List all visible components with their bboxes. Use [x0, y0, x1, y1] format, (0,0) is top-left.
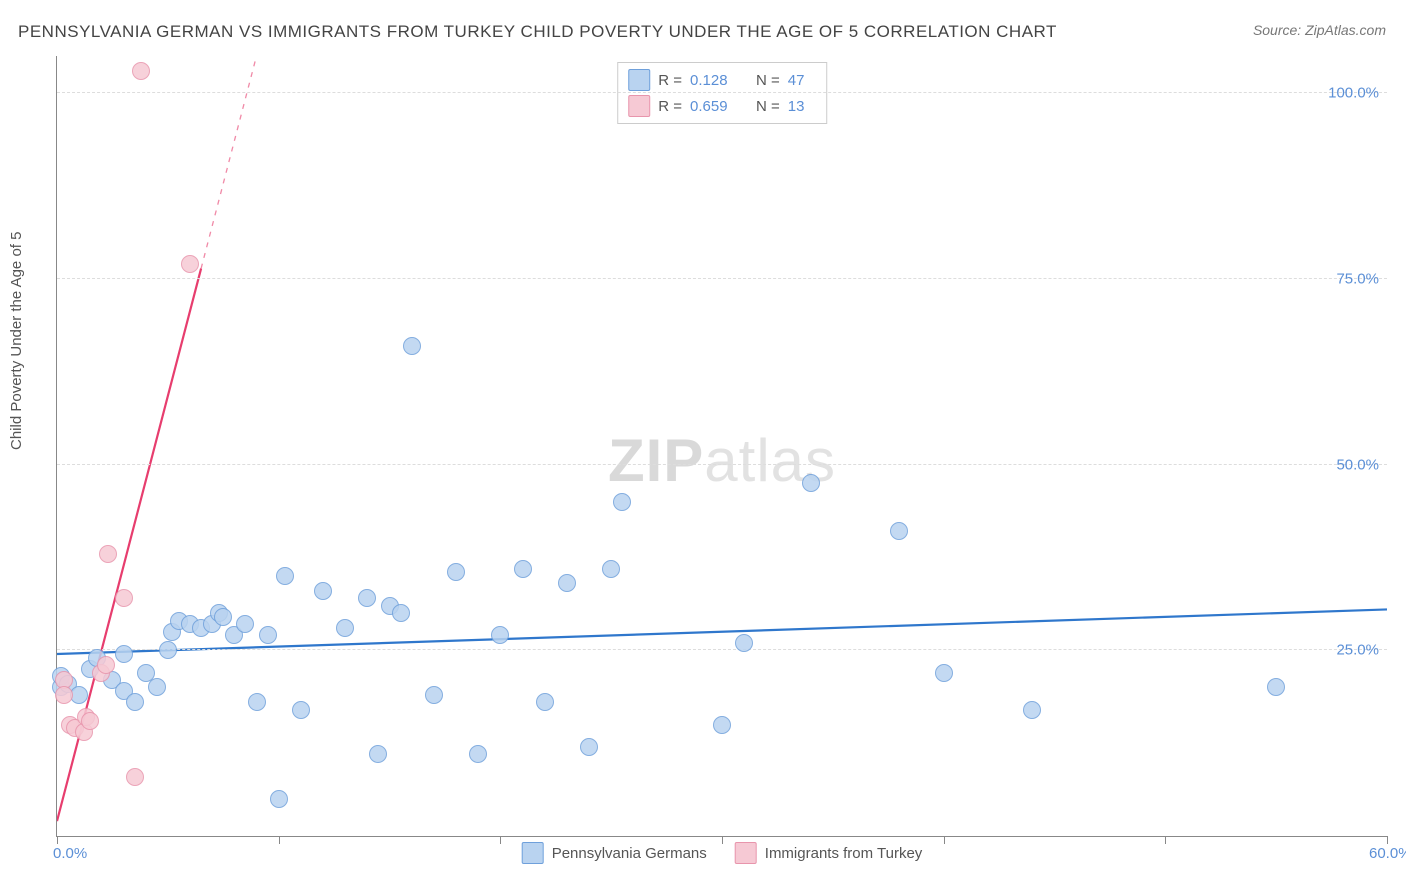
data-point [403, 337, 421, 355]
data-point [447, 563, 465, 581]
chart-title: PENNSYLVANIA GERMAN VS IMMIGRANTS FROM T… [18, 22, 1057, 42]
data-point [214, 608, 232, 626]
data-point [81, 712, 99, 730]
legend-row: R = 0.128 N = 47 [628, 67, 816, 93]
data-point [248, 693, 266, 711]
n-value: 47 [788, 72, 816, 89]
data-point [99, 545, 117, 563]
y-tick-label: 100.0% [1328, 85, 1379, 102]
n-value: 13 [788, 98, 816, 115]
x-tick [279, 836, 280, 844]
data-point [314, 582, 332, 600]
data-point [613, 493, 631, 511]
data-point [70, 686, 88, 704]
data-point [132, 62, 150, 80]
data-point [425, 686, 443, 704]
data-point [336, 619, 354, 637]
data-point [236, 615, 254, 633]
x-tick [1165, 836, 1166, 844]
x-tick [1387, 836, 1388, 844]
r-label: R = [658, 72, 682, 89]
legend-label: Immigrants from Turkey [765, 845, 923, 862]
data-point [536, 693, 554, 711]
data-point [1267, 678, 1285, 696]
data-point [392, 604, 410, 622]
y-tick-label: 50.0% [1336, 456, 1379, 473]
data-point [292, 701, 310, 719]
source-attribution: Source: ZipAtlas.com [1253, 22, 1386, 38]
trendline [57, 609, 1387, 654]
data-point [558, 574, 576, 592]
gridline [57, 92, 1387, 93]
gridline [57, 464, 1387, 465]
data-point [802, 474, 820, 492]
n-label: N = [756, 72, 780, 89]
data-point [713, 716, 731, 734]
x-tick [944, 836, 945, 844]
legend-swatch [628, 69, 650, 91]
data-point [890, 522, 908, 540]
data-point [148, 678, 166, 696]
gridline [57, 278, 1387, 279]
gridline [57, 649, 1387, 650]
data-point [514, 560, 532, 578]
data-point [491, 626, 509, 644]
data-point [276, 567, 294, 585]
x-tick-label: 60.0% [1369, 845, 1406, 862]
data-point [369, 745, 387, 763]
data-point [115, 589, 133, 607]
r-value: 0.128 [690, 72, 738, 89]
legend-item: Pennsylvania Germans [522, 842, 707, 864]
legend-swatch [522, 842, 544, 864]
n-label: N = [756, 98, 780, 115]
data-point [469, 745, 487, 763]
legend-swatch [628, 95, 650, 117]
legend-row: R = 0.659 N = 13 [628, 93, 816, 119]
data-point [126, 768, 144, 786]
data-point [270, 790, 288, 808]
data-point [935, 664, 953, 682]
legend-label: Pennsylvania Germans [552, 845, 707, 862]
y-tick-label: 25.0% [1336, 642, 1379, 659]
data-point [602, 560, 620, 578]
x-tick [722, 836, 723, 844]
legend-swatch [735, 842, 757, 864]
r-label: R = [658, 98, 682, 115]
data-point [735, 634, 753, 652]
x-tick [500, 836, 501, 844]
plot-area: ZIPatlas R =0.128N =47R =0.659N =13 Penn… [56, 56, 1387, 837]
data-point [358, 589, 376, 607]
data-point [1023, 701, 1041, 719]
data-point [181, 255, 199, 273]
y-tick-label: 75.0% [1336, 270, 1379, 287]
trendline-dashed [201, 56, 256, 269]
data-point [55, 686, 73, 704]
x-tick [57, 836, 58, 844]
data-point [580, 738, 598, 756]
data-point [97, 656, 115, 674]
data-point [126, 693, 144, 711]
data-point [115, 645, 133, 663]
data-point [159, 641, 177, 659]
r-value: 0.659 [690, 98, 738, 115]
watermark-zip: ZIP [608, 427, 704, 494]
y-axis-label: Child Poverty Under the Age of 5 [8, 232, 25, 450]
data-point [259, 626, 277, 644]
x-tick-label: 0.0% [53, 845, 87, 862]
legend-item: Immigrants from Turkey [735, 842, 923, 864]
series-legend: Pennsylvania Germans Immigrants from Turk… [522, 842, 923, 864]
